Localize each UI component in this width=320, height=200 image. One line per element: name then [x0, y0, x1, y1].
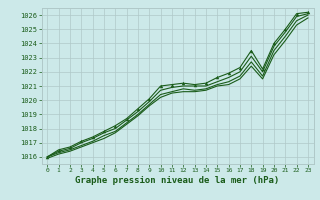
X-axis label: Graphe pression niveau de la mer (hPa): Graphe pression niveau de la mer (hPa)	[76, 176, 280, 185]
